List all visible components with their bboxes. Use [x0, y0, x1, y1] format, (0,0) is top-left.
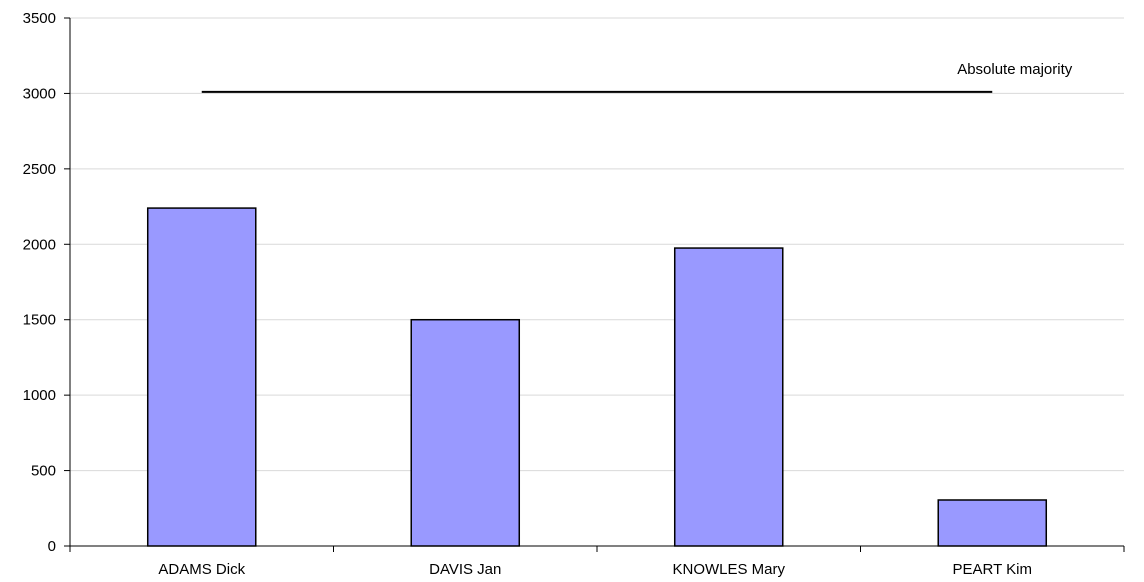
absolute-majority-label: Absolute majority — [957, 61, 1073, 78]
y-tick-label: 3000 — [23, 85, 56, 102]
x-tick-label: PEART Kim — [953, 561, 1032, 578]
y-tick-label: 1000 — [23, 387, 56, 404]
y-tick-label: 1500 — [23, 312, 56, 329]
bars — [146, 207, 1048, 547]
reference-line-group: Absolute majority — [201, 61, 1073, 93]
x-tick-label: DAVIS Jan — [429, 561, 501, 578]
y-tick-label: 3500 — [23, 10, 56, 27]
y-tick-label: 500 — [31, 463, 56, 480]
x-tick-label: KNOWLES Mary — [672, 561, 785, 578]
y-tick-label: 2000 — [23, 236, 56, 253]
y-tick-label: 0 — [48, 538, 56, 555]
bar — [146, 207, 257, 547]
y-tick-label: 2500 — [23, 161, 56, 178]
x-tick-label: ADAMS Dick — [158, 561, 245, 578]
bar — [410, 318, 521, 547]
tick-labels: 0 500 1000 1500 2000 2500 3000 3500 ADAMS Dick DA… — [23, 10, 1032, 578]
bar — [673, 247, 784, 547]
bar — [937, 499, 1048, 547]
axes — [64, 17, 1125, 552]
